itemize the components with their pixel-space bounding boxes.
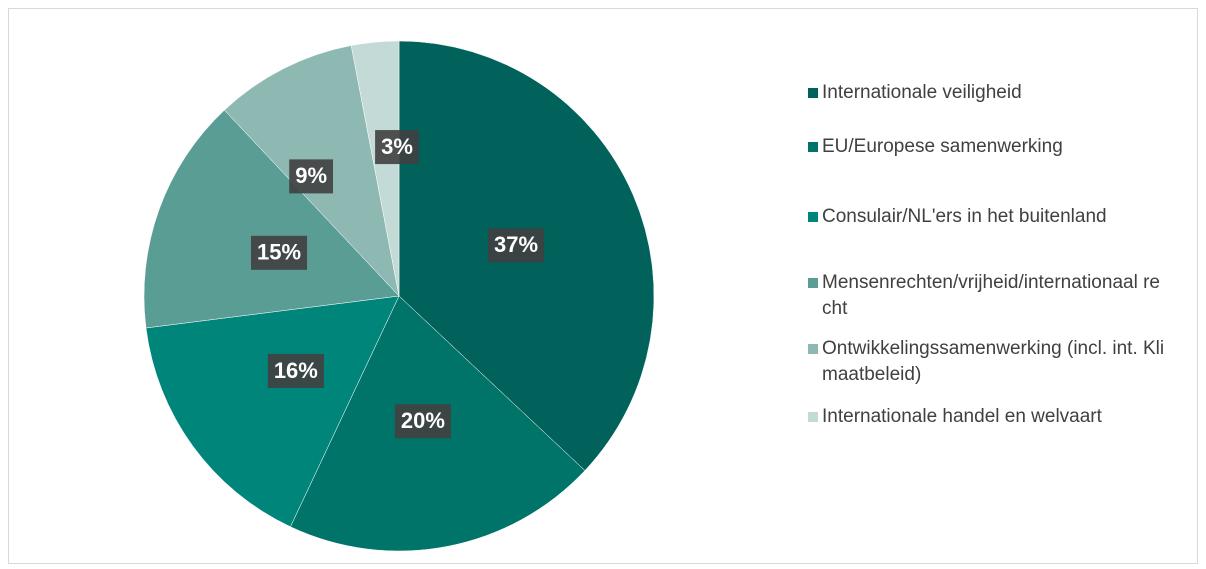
legend-swatch: [808, 412, 818, 422]
data-label-box: [375, 130, 419, 165]
data-label: 37%: [494, 232, 538, 257]
data-label-group: 20%: [394, 404, 451, 439]
legend-swatch: [808, 212, 818, 222]
data-label-box: [487, 228, 545, 263]
data-label-box: [394, 404, 451, 439]
pie-slice: [145, 295, 400, 528]
legend-item: Mensenrechten/vrijheid/internationaal re…: [808, 270, 1168, 336]
legend-label: EU/Europese samenwerking: [822, 136, 1063, 157]
data-label-group: 16%: [267, 353, 324, 388]
legend-label: Ontwikkelingssamenwerking (incl. int. Kl…: [822, 338, 1165, 385]
data-label-group: 37%: [487, 228, 545, 263]
data-label: 20%: [401, 408, 445, 433]
pie-slice: [143, 109, 400, 329]
legend-swatch: [808, 142, 818, 152]
data-label-box: [289, 159, 334, 194]
legend-item: EU/Europese samenwerking: [808, 134, 1168, 204]
data-label-group: 3%: [375, 130, 419, 165]
chart-frame: [8, 8, 1198, 564]
legend: Internationale veiligheid EU/Europese sam…: [808, 80, 1168, 454]
data-label: 9%: [295, 163, 327, 188]
data-label-group: 9%: [289, 159, 334, 194]
legend-label: Consulair/NL'ers in het buitenland: [822, 206, 1107, 227]
legend-swatch: [808, 88, 818, 98]
legend-swatch: [808, 278, 818, 288]
legend-label: Internationale veiligheid: [822, 82, 1022, 103]
legend-item: Internationale handel en welvaart: [808, 404, 1168, 454]
legend-item: Internationale veiligheid: [808, 80, 1168, 134]
data-label-box: [251, 235, 308, 270]
data-label: 15%: [257, 240, 301, 265]
data-label-group: 15%: [251, 235, 308, 270]
legend-label: Mensenrechten/vrijheid/internationaal re…: [822, 272, 1160, 319]
legend-label: Internationale handel en welvaart: [822, 406, 1102, 427]
legend-item: Consulair/NL'ers in het buitenland: [808, 204, 1168, 270]
legend-swatch: [808, 344, 818, 354]
data-label-box: [267, 353, 324, 388]
data-label: 3%: [381, 134, 413, 159]
data-label: 16%: [274, 358, 318, 383]
pie-slice: [350, 40, 400, 297]
legend-item: Ontwikkelingssamenwerking (incl. int. Kl…: [808, 336, 1168, 404]
